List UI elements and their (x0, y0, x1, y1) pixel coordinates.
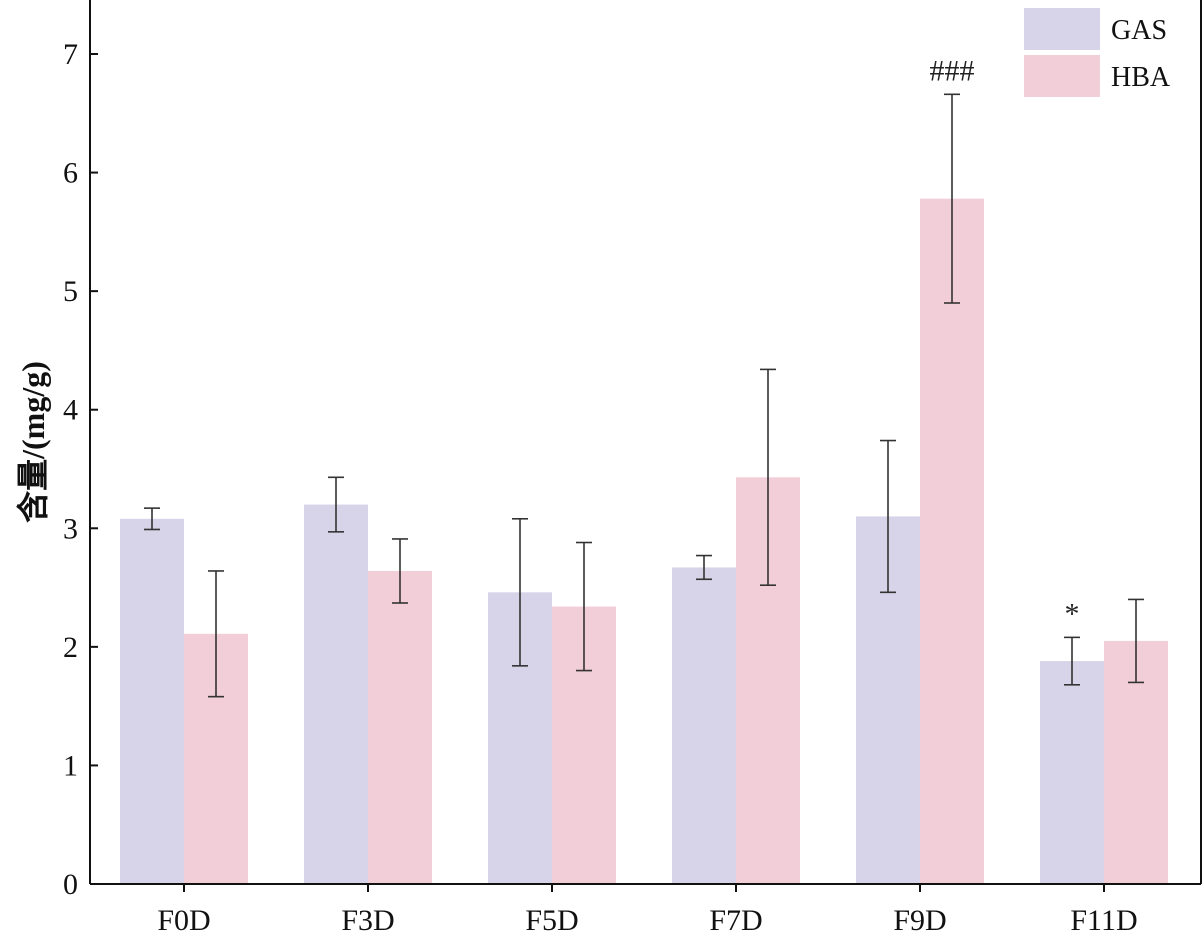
y-tick-label: 2 (63, 631, 78, 664)
x-tick-label: F3D (341, 904, 394, 937)
bar-hba-f3d (368, 570, 432, 884)
bar-gas-f11d (1040, 661, 1104, 884)
significance-annotation: ### (930, 54, 975, 87)
x-tick-label: F11D (1070, 904, 1137, 937)
y-tick-label: 3 (63, 512, 78, 545)
bar-gas-f3d (304, 504, 368, 884)
bar-gas-f7d (672, 567, 736, 884)
y-tick-label: 0 (63, 868, 78, 901)
bar-hba-f9d (920, 198, 984, 884)
x-tick-label: F5D (525, 904, 578, 937)
significance-annotation: * (1065, 597, 1080, 630)
x-tick-label: F0D (157, 904, 210, 937)
bar-gas-f0d (120, 518, 184, 884)
legend-label-gas: GAS (1111, 15, 1167, 46)
x-tick-label: F7D (709, 904, 762, 937)
legend-label-hba: HBA (1111, 62, 1171, 93)
y-tick-label: 7 (63, 38, 78, 71)
y-tick-label: 6 (63, 157, 78, 190)
y-tick-label: 5 (63, 275, 78, 308)
y-tick-label: 1 (63, 749, 78, 782)
legend-swatch-gas (1024, 8, 1100, 50)
legend-swatch-hba (1024, 55, 1100, 97)
x-tick-label: F9D (893, 904, 946, 937)
y-axis-label: 含量/(mg/g) (15, 361, 51, 523)
y-tick-label: 4 (63, 394, 78, 427)
